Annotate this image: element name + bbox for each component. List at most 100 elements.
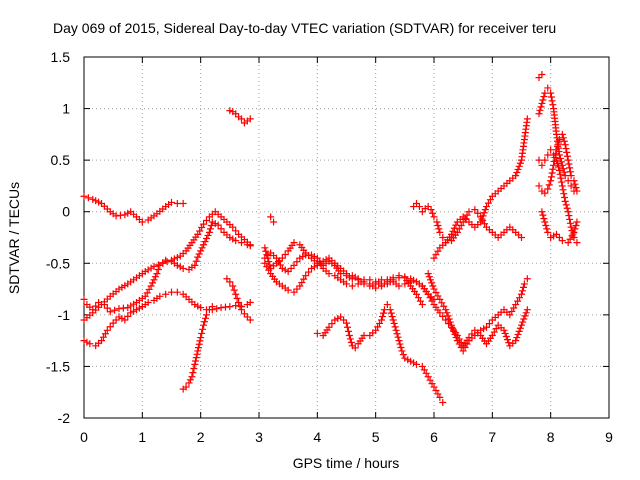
data-point xyxy=(153,270,161,278)
data-point xyxy=(540,215,548,223)
series-trace-06 xyxy=(223,275,254,324)
data-point xyxy=(562,201,570,209)
data-point xyxy=(565,160,573,168)
data-point xyxy=(433,218,441,226)
data-point xyxy=(345,331,353,339)
data-point xyxy=(290,261,298,269)
data-point xyxy=(553,142,561,150)
data-point xyxy=(189,369,197,377)
data-point xyxy=(555,136,563,144)
data-point xyxy=(539,211,547,219)
data-point xyxy=(265,258,273,266)
data-point xyxy=(354,280,362,288)
data-point xyxy=(226,303,234,311)
data-point xyxy=(204,231,212,239)
data-point xyxy=(468,330,476,338)
data-point xyxy=(399,351,407,359)
data-point xyxy=(516,324,524,332)
data-point xyxy=(446,318,454,326)
data-point xyxy=(151,273,159,281)
data-point xyxy=(548,97,556,105)
x-tick-label: 7 xyxy=(488,429,496,445)
data-point xyxy=(434,221,442,229)
data-point xyxy=(544,84,552,92)
data-point xyxy=(571,180,579,188)
x-axis-label: GPS time / hours xyxy=(293,455,400,471)
x-tick-label: 8 xyxy=(547,429,555,445)
data-point xyxy=(537,103,545,111)
data-point xyxy=(573,187,581,195)
data-point xyxy=(474,209,482,217)
series-trace-20 xyxy=(535,130,581,197)
data-point xyxy=(206,225,214,233)
data-point xyxy=(573,218,581,226)
data-point xyxy=(229,223,237,231)
data-point xyxy=(424,270,432,278)
x-tick-label: 9 xyxy=(605,429,613,445)
data-point xyxy=(261,244,269,252)
data-point xyxy=(351,344,359,352)
data-point xyxy=(570,228,578,236)
x-tick-label: 5 xyxy=(372,429,380,445)
data-point xyxy=(80,295,88,303)
data-point xyxy=(518,290,525,298)
data-point xyxy=(343,270,350,278)
data-point xyxy=(168,198,175,206)
data-point xyxy=(561,141,569,149)
data-point xyxy=(226,278,234,286)
data-point xyxy=(346,335,354,343)
data-point xyxy=(545,181,553,189)
y-tick-labels: 1.5 1 0.5 0 -0.5 -1 -1.5 -2 xyxy=(46,49,70,426)
data-point xyxy=(535,110,543,118)
data-point xyxy=(147,282,155,290)
data-point xyxy=(325,270,333,278)
series-trace-11 xyxy=(267,213,278,226)
data-point xyxy=(516,159,524,167)
data-point xyxy=(313,329,321,337)
series-trace-17 xyxy=(535,84,578,195)
data-point xyxy=(185,379,193,387)
data-point xyxy=(543,225,551,233)
data-point xyxy=(567,172,575,180)
data-point xyxy=(162,290,170,298)
data-point xyxy=(538,208,546,216)
data-point xyxy=(538,99,546,107)
data-point xyxy=(430,213,438,221)
data-point xyxy=(541,89,549,97)
data-point xyxy=(515,327,523,335)
data-point xyxy=(344,327,352,335)
data-point xyxy=(232,237,240,245)
data-point xyxy=(396,340,404,348)
data-point xyxy=(246,115,254,123)
y-tick-label: 1.5 xyxy=(51,49,71,65)
data-point xyxy=(390,319,398,327)
data-point xyxy=(150,276,158,284)
data-point xyxy=(558,182,566,190)
data-point xyxy=(188,373,196,381)
data-point xyxy=(267,213,275,221)
data-point xyxy=(439,399,447,407)
plot-frame xyxy=(83,56,610,419)
data-point xyxy=(388,313,396,321)
data-point xyxy=(569,230,577,238)
x-tick-labels: 0 1 2 3 4 5 6 7 8 9 xyxy=(80,429,613,445)
series-trace-19 xyxy=(535,146,581,247)
series-trace-15 xyxy=(430,115,531,262)
data-point xyxy=(563,204,571,212)
data-point xyxy=(547,173,555,181)
data-point xyxy=(542,221,550,229)
series-trace-12 xyxy=(313,301,447,407)
data-point xyxy=(246,316,254,324)
data-point xyxy=(439,234,447,241)
data-point xyxy=(570,177,578,185)
data-point xyxy=(436,393,444,401)
data-point xyxy=(566,164,574,172)
data-point xyxy=(551,154,559,162)
data-point xyxy=(106,308,114,316)
y-tick-label: -0.5 xyxy=(46,255,70,271)
data-point xyxy=(395,337,403,345)
data-point xyxy=(572,221,580,229)
series-trace-16 xyxy=(459,306,531,350)
data-point xyxy=(200,241,208,249)
series-layer xyxy=(80,71,581,407)
